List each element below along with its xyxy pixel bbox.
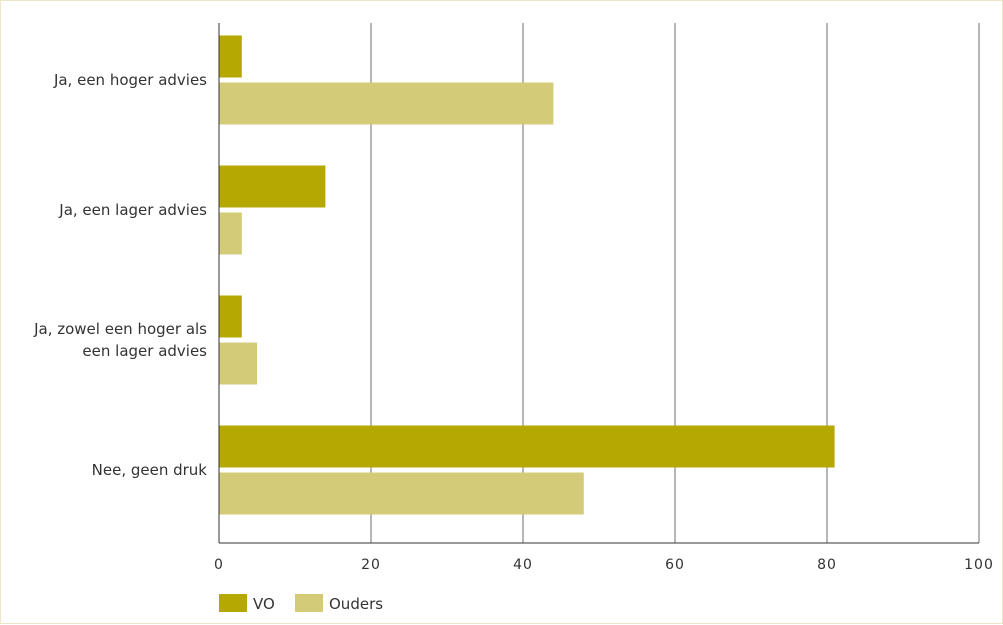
legend-label-vo: VO — [253, 595, 275, 613]
legend-swatch-ouders — [295, 594, 323, 612]
bar-vo — [219, 295, 242, 338]
x-tick-label: 80 — [817, 557, 837, 573]
bar-vo — [219, 425, 835, 468]
tick-labels: 0 20 40 60 80 100 — [214, 557, 994, 573]
bar-vo — [219, 35, 242, 78]
bar-ouders — [219, 472, 584, 515]
bar-ouders — [219, 82, 554, 125]
x-tick-label: 60 — [665, 557, 685, 573]
category-label: Ja, een lager advies — [58, 201, 207, 219]
x-tick-label: 20 — [361, 557, 381, 573]
category-label: Ja, een hoger advies — [53, 71, 207, 89]
bars — [219, 35, 835, 515]
category-label: een lager advies — [82, 342, 207, 360]
legend-swatch-vo — [219, 594, 247, 612]
bar-ouders — [219, 342, 257, 385]
bar-ouders — [219, 212, 242, 255]
x-tick-label: 100 — [964, 557, 994, 573]
bar-vo — [219, 165, 326, 208]
axes — [218, 23, 979, 544]
category-label: Ja, zowel een hoger als — [33, 320, 207, 338]
category-labels: Ja, een hoger advies Ja, een lager advies… — [33, 71, 207, 479]
legend-label-ouders: Ouders — [329, 595, 383, 613]
category-label: Nee, geen druk — [92, 461, 208, 479]
legend: VO Ouders — [219, 594, 383, 613]
x-tick-label: 40 — [513, 557, 533, 573]
x-tick-label: 0 — [214, 557, 224, 573]
